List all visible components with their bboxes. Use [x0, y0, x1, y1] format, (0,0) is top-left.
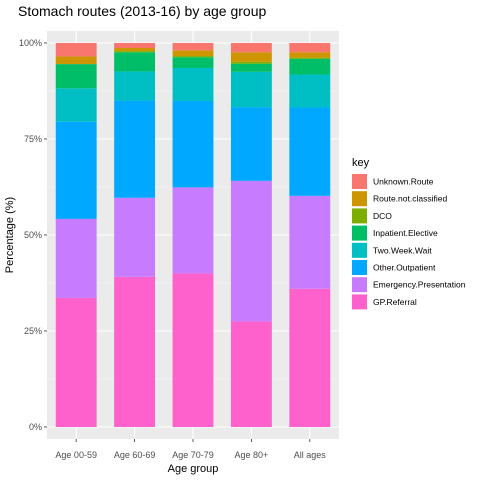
bar-segment: [230, 63, 272, 72]
legend-swatch: [352, 277, 367, 293]
bar-segment: [55, 43, 97, 57]
bar-segment: [289, 74, 331, 108]
x-axis: Age 00-59 Age 60-69 Age 70-79 Age 80+ All ag…: [55, 439, 326, 460]
y-tick-label: 75%: [24, 134, 42, 144]
bar-segment: [289, 195, 331, 289]
bar-segment: [172, 100, 214, 188]
y-tick-label: 0%: [29, 422, 42, 432]
x-tick-label: Age 00-59: [55, 450, 97, 460]
legend-label: Two.Week.Wait: [373, 245, 432, 255]
legend-swatch: [352, 225, 367, 241]
legend-label: Route.not.classified: [373, 194, 447, 204]
bar-segment: [172, 43, 214, 51]
legend-swatch: [352, 191, 367, 207]
x-tick-label: Age 70-79: [172, 450, 214, 460]
y-tick-label: 50%: [24, 230, 42, 240]
legend-swatch: [352, 260, 367, 275]
bar-segment: [230, 71, 272, 108]
legend-swatch: [352, 174, 367, 189]
bar-segment: [172, 50, 214, 57]
x-tick-label: All ages: [294, 450, 327, 460]
legend-label: Emergency.Presentation: [373, 280, 466, 290]
y-tick-label: 100%: [19, 38, 42, 48]
bar-segment: [289, 43, 331, 53]
bar-segment: [172, 273, 214, 427]
x-tick-label: Age 60-69: [114, 450, 156, 460]
bar-segment: [230, 180, 272, 322]
bar-segment: [114, 71, 156, 101]
legend-label: Inpatient.Elective: [373, 228, 438, 238]
bar-segment: [230, 321, 272, 427]
legend-swatch: [352, 294, 367, 310]
bar-segment: [114, 100, 156, 198]
bars-group: [55, 43, 331, 427]
bar-segment: [172, 57, 214, 68]
legend-label: Unknown.Route: [373, 177, 434, 187]
bar-segment: [289, 52, 331, 58]
bar-segment: [55, 64, 97, 89]
bar-segment: [230, 61, 272, 64]
x-axis-label: Age group: [168, 463, 219, 475]
bar-segment: [114, 51, 156, 53]
bar-segment: [230, 107, 272, 181]
y-axis: 0% 25% 50% 75% 100%: [19, 38, 47, 432]
bar-segment: [289, 107, 331, 196]
bar-segment: [114, 52, 156, 72]
x-tick-label: Age 80+: [235, 450, 269, 460]
bar-segment: [114, 276, 156, 427]
legend-title: key: [352, 157, 370, 169]
bar-segment: [114, 47, 156, 52]
bar-segment: [55, 218, 97, 298]
legend-label: DCO: [373, 211, 392, 221]
chart-title: Stomach routes (2013-16) by age group: [18, 3, 266, 19]
legend: key Unknown.Route Route.not.classified DCO…: [352, 157, 466, 310]
bar-segment: [114, 197, 156, 277]
bar-segment: [55, 88, 97, 122]
bar-segment: [289, 288, 331, 427]
bar-segment: [172, 56, 214, 58]
bar-segment: [230, 52, 272, 62]
y-axis-label: Percentage (%): [4, 197, 16, 273]
bar-segment: [55, 56, 97, 65]
bar-segment: [55, 297, 97, 427]
bar-segment: [289, 57, 331, 59]
bar-segment: [289, 58, 331, 75]
bar-segment: [55, 121, 97, 219]
bar-segment: [230, 43, 272, 53]
y-tick-label: 25%: [24, 326, 42, 336]
bar-segment: [172, 187, 214, 274]
legend-swatch: [352, 242, 367, 258]
bar-segment: [172, 67, 214, 101]
bar-segment: [114, 43, 156, 48]
legend-label: GP.Referral: [373, 297, 417, 307]
legend-label: Other.Outpatient: [373, 263, 436, 273]
legend-swatch: [352, 208, 367, 224]
